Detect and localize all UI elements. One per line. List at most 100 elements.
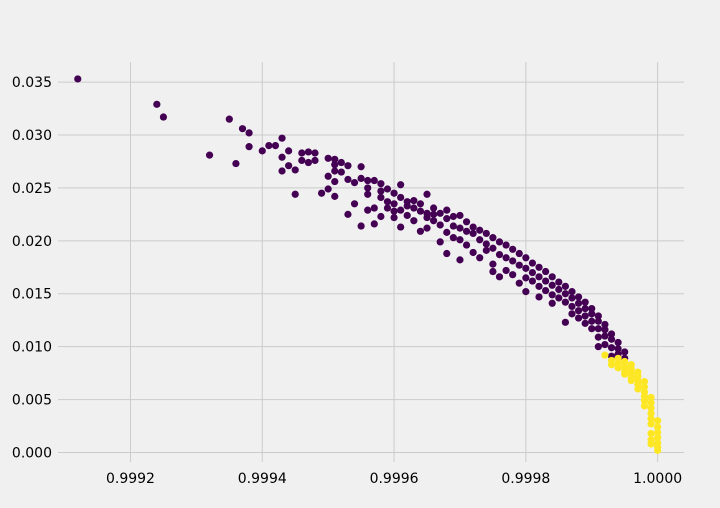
data-point [535,282,543,290]
data-point [377,180,385,188]
y-axis-ticks: 0.000 0.005 0.010 0.015 0.020 0.025 0.030 0.035 [12,75,52,461]
y-tick-label: 0.010 [12,340,52,356]
data-point [515,279,523,287]
data-point [594,333,602,341]
data-point [159,113,168,121]
data-point [344,175,352,184]
data-point [311,156,319,165]
data-point [476,226,484,234]
data-point [647,440,655,448]
data-point [542,267,550,276]
data-point [403,202,411,210]
data-point [232,159,240,168]
data-point [581,319,589,327]
data-point [291,190,299,198]
data-point [548,299,556,307]
x-tick-label: 0.9998 [501,471,550,487]
grid [58,62,684,462]
data-point [350,179,359,187]
data-point [568,310,576,318]
data-point [654,434,662,442]
data-point [588,317,596,325]
data-point [423,190,431,198]
data-point [621,357,629,366]
data-point [542,277,550,285]
data-point [515,249,523,258]
data-point [397,181,405,189]
data-point [285,147,293,155]
data-point [317,189,326,197]
data-point [285,162,293,170]
data-point [640,377,649,386]
y-tick-label: 0.020 [12,234,52,250]
data-point [647,393,655,402]
data-point [449,212,457,221]
data-points [74,75,662,454]
data-point [324,154,332,162]
data-point [298,149,306,157]
data-point [403,211,411,220]
data-point [594,343,602,351]
data-point [522,288,530,296]
x-tick-label: 0.9994 [238,471,287,487]
data-point [495,250,504,259]
data-point [383,198,392,206]
data-point [331,155,339,163]
data-point [390,207,398,215]
data-point [548,291,556,299]
data-point [278,134,286,142]
data-point [462,241,471,249]
data-point [430,217,438,225]
data-point [522,264,530,272]
data-point [476,236,484,244]
data-point [331,177,339,186]
data-point [647,409,655,417]
data-point [331,167,339,175]
y-tick-label: 0.005 [12,393,52,409]
data-point [265,141,273,150]
data-point [601,332,609,340]
data-point [397,206,405,214]
data-point [495,273,504,281]
data-point [397,193,405,202]
data-point [647,415,655,423]
data-point [271,141,280,150]
data-point [390,189,398,197]
data-point [278,167,286,175]
data-point [482,240,490,248]
data-point [542,286,550,295]
data-point [601,320,609,329]
data-point [502,254,510,262]
data-point [443,249,451,258]
data-point [489,267,497,276]
data-point [621,348,629,356]
data-point [337,158,345,167]
data-point [416,200,425,208]
data-point [574,307,583,315]
y-tick-label: 0.025 [12,181,52,197]
data-point [476,254,484,262]
data-point [509,271,517,279]
data-point [443,206,451,214]
data-point [561,290,569,298]
data-point [397,223,405,231]
data-point [456,224,464,232]
data-point [462,227,471,235]
data-point [291,166,299,174]
data-point [614,345,622,353]
data-point [436,221,444,229]
data-point [364,184,372,192]
data-point [528,277,537,285]
data-point [581,298,589,306]
data-point [574,293,583,301]
data-point [555,285,563,294]
data-point [640,402,649,410]
data-point [74,75,82,83]
y-tick-label: 0.030 [12,128,52,144]
data-point [548,281,556,289]
data-point [640,397,649,405]
data-point [364,176,372,185]
data-point [607,361,616,369]
